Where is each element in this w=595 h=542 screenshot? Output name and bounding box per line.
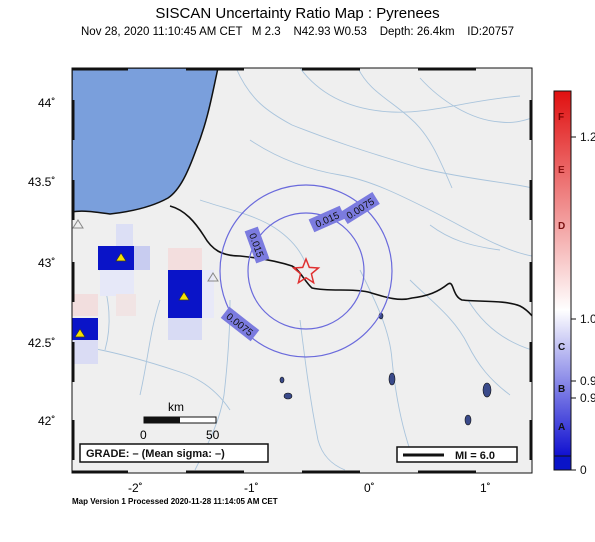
colorbar-letter-f: F xyxy=(558,112,564,123)
mi-text: MI = 6.0 xyxy=(455,450,495,462)
lat-label-43: 43˚ xyxy=(38,256,55,270)
grade-box: GRADE: – (Mean sigma: –) xyxy=(79,443,269,463)
colorbar-letter-e: E xyxy=(558,165,565,176)
sea-area xyxy=(72,68,219,215)
lon-label-0: 0˚ xyxy=(364,481,375,495)
map-title: SISCAN Uncertainty Ratio Map : Pyrenees xyxy=(155,5,440,22)
station-triangle-icon xyxy=(178,291,190,301)
colorbar-letter-a: A xyxy=(558,422,565,433)
colorbar-letter-b: B xyxy=(558,384,565,395)
lat-label-42-5: 42.5˚ xyxy=(28,336,55,350)
station-triangle-icon xyxy=(115,252,127,262)
scale-bar: km 0 50 xyxy=(140,400,220,442)
uncertainty-contours xyxy=(219,184,393,358)
epicenter-star-icon xyxy=(291,256,321,285)
scale-start: 0 xyxy=(140,428,147,442)
station-triangle-icon xyxy=(74,328,86,338)
map-border-ticks xyxy=(71,67,533,474)
colorbar-letter-c: C xyxy=(558,342,565,353)
country-border xyxy=(169,205,532,317)
processing-footer: Map Version 1 Processed 2020-11-28 11:14… xyxy=(72,497,278,506)
scale-unit: km xyxy=(168,400,184,414)
grade-text: GRADE: – (Mean sigma: –) xyxy=(86,448,225,460)
colorbar-value-1-0: 1.0 xyxy=(580,312,595,326)
lon-label-1: 1˚ xyxy=(480,481,491,495)
colorbar-value-0: 0 xyxy=(580,463,587,477)
lat-label-42: 42˚ xyxy=(38,414,55,428)
event-subtitle: Nov 28, 2020 11:10:45 AM CET M 2.3 N42.9… xyxy=(81,26,514,38)
lat-label-43-5: 43.5˚ xyxy=(28,175,55,189)
colorbar-value-1-2: 1.2 xyxy=(580,130,595,144)
lat-label-44: 44˚ xyxy=(38,96,55,110)
inactive-station-triangle-icon xyxy=(207,272,219,282)
colorbar-value-0-9a: 0.9 xyxy=(580,374,595,388)
lon-label-minus2: -2˚ xyxy=(128,481,143,495)
uncertainty-cells xyxy=(72,224,214,364)
inactive-station-triangle-icon xyxy=(72,219,84,229)
scale-end: 50 xyxy=(206,428,220,442)
colorbar-letter-d: D xyxy=(558,221,565,232)
colorbar: F E D C B A 1.2 1.0 0.9 0.9 0 xyxy=(553,90,595,477)
colorbar-value-0-9b: 0.9 xyxy=(580,391,595,405)
mi-box: MI = 6.0 xyxy=(396,446,518,463)
lon-label-minus1: -1˚ xyxy=(244,481,259,495)
